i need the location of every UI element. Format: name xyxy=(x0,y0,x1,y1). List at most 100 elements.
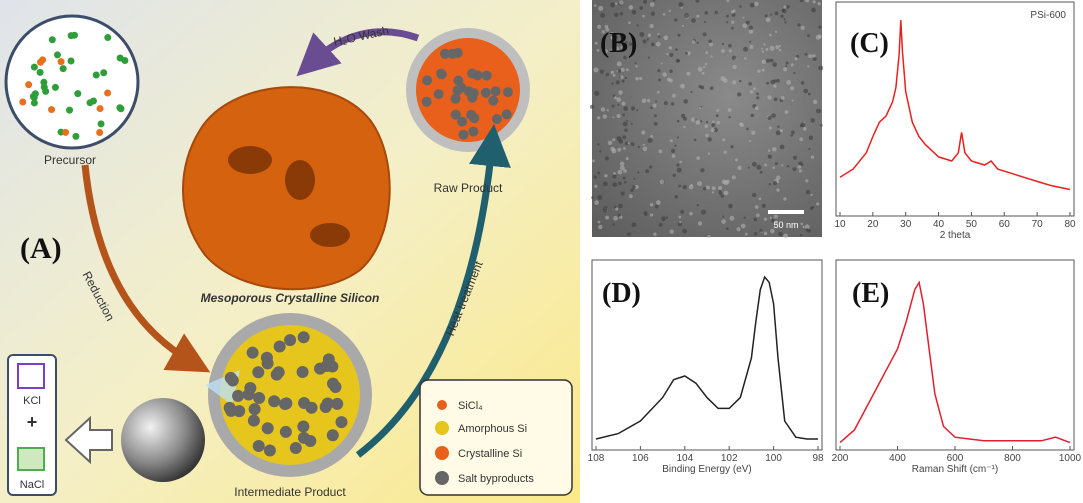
tem-grain xyxy=(635,65,637,67)
tem-grain xyxy=(765,14,768,17)
tem-grain xyxy=(643,144,645,146)
tem-grain xyxy=(743,47,748,52)
tem-grain xyxy=(618,214,621,217)
tem-grain xyxy=(592,159,595,162)
tem-grain xyxy=(722,180,726,184)
tem-grain xyxy=(636,24,638,26)
tem-grain xyxy=(594,175,597,178)
precursor-atom xyxy=(100,69,107,76)
tem-grain xyxy=(744,217,746,219)
intermediate-atom xyxy=(304,435,316,447)
tem-grain xyxy=(622,113,625,116)
tem-grain xyxy=(743,17,745,19)
intermediate-atom xyxy=(274,341,286,353)
tem-grain xyxy=(737,92,741,96)
tem-grain xyxy=(655,205,659,209)
tem-grain xyxy=(731,20,734,23)
intermediate-atom xyxy=(327,378,339,390)
tem-grain xyxy=(762,60,766,64)
x-tick-label: 102 xyxy=(721,453,738,464)
tem-grain xyxy=(632,10,637,15)
legend-sicl4-icon xyxy=(437,400,447,410)
tem-grain xyxy=(771,113,776,118)
tem-grain xyxy=(696,156,700,160)
raw-product-atom xyxy=(440,49,450,59)
tem-grain xyxy=(699,107,701,109)
tem-grain xyxy=(700,168,704,172)
product-label: Mesoporous Crystalline Silicon xyxy=(201,291,380,305)
tem-grain xyxy=(605,156,609,160)
tem-grain xyxy=(783,233,788,238)
tem-grain xyxy=(774,97,778,101)
precursor-label: Precursor xyxy=(44,153,96,167)
tem-grain xyxy=(704,21,706,23)
raw-product-atom xyxy=(503,87,513,97)
intermediate-atom xyxy=(322,397,334,409)
precursor-atom xyxy=(97,105,104,112)
tem-grain xyxy=(756,96,759,99)
tem-grain xyxy=(808,93,811,96)
tem-grain xyxy=(726,180,730,184)
tem-grain xyxy=(612,116,614,118)
tem-grain xyxy=(706,121,708,123)
tem-grain xyxy=(658,78,661,81)
tem-grain xyxy=(718,186,722,190)
legend-salt-icon xyxy=(435,471,449,485)
tem-grain xyxy=(772,147,776,151)
tem-grain xyxy=(711,123,715,127)
intermediate-atom xyxy=(247,347,259,359)
tem-grain xyxy=(775,45,779,49)
x-tick-label: 200 xyxy=(832,453,849,464)
tem-grain xyxy=(739,5,742,8)
tem-grain xyxy=(683,185,687,189)
tem-grain xyxy=(601,107,605,111)
tem-grain xyxy=(785,110,789,114)
tem-grain xyxy=(760,171,763,174)
tem-grain xyxy=(733,65,737,69)
tem-grain xyxy=(728,204,733,209)
tem-grain xyxy=(677,136,679,138)
tem-grain xyxy=(694,139,697,142)
tem-grain xyxy=(684,13,689,18)
precursor-atom xyxy=(66,107,73,114)
tem-grain xyxy=(773,181,777,185)
x-tick-label: 20 xyxy=(867,219,879,230)
tem-grain xyxy=(787,165,789,167)
tem-grain xyxy=(728,108,732,112)
tem-grain xyxy=(618,182,622,186)
tem-grain xyxy=(671,149,675,153)
tem-grain xyxy=(728,44,732,48)
tem-grain xyxy=(620,162,625,167)
tem-grain xyxy=(676,163,679,166)
tem-grain xyxy=(695,120,700,125)
tem-grain xyxy=(699,85,702,88)
salt-label: + xyxy=(27,412,38,432)
tem-grain xyxy=(733,9,736,12)
tem-grain xyxy=(708,235,711,238)
pore xyxy=(310,223,350,247)
raw-product-atom xyxy=(464,86,474,96)
precursor-atom xyxy=(98,120,105,127)
tem-grain xyxy=(608,141,613,146)
tem-grain xyxy=(721,49,725,53)
tem-grain xyxy=(598,225,602,229)
tem-grain xyxy=(721,76,726,81)
tem-grain xyxy=(635,62,637,64)
tem-grain xyxy=(783,197,786,200)
tem-grain xyxy=(790,134,793,137)
tem-grain xyxy=(621,68,625,72)
tem-grain xyxy=(626,120,628,122)
tem-grain xyxy=(729,216,734,221)
tem-grain xyxy=(708,153,710,155)
intermediate-atom xyxy=(279,398,291,410)
intermediate-atom xyxy=(321,360,333,372)
tem-grain xyxy=(710,86,714,90)
tem-grain xyxy=(654,122,658,126)
tem-grain xyxy=(703,187,706,190)
tem-grain xyxy=(812,0,815,3)
tem-grain xyxy=(674,195,678,199)
tem-grain xyxy=(600,70,604,74)
tem-grain xyxy=(794,57,797,60)
precursor-atom xyxy=(117,105,124,112)
tem-grain xyxy=(613,172,616,175)
